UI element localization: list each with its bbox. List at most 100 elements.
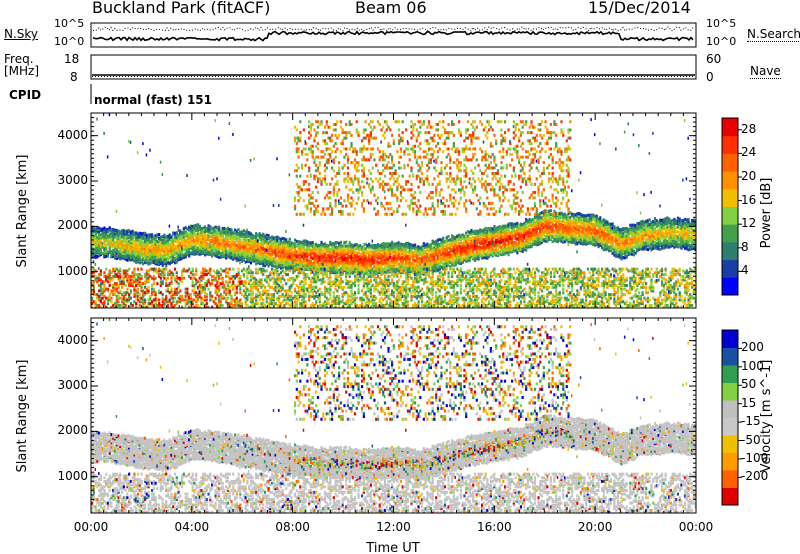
power-cell bbox=[120, 230, 124, 234]
power-cell bbox=[332, 250, 335, 254]
power-cell bbox=[270, 263, 274, 267]
power-cell bbox=[91, 291, 94, 295]
power-cell bbox=[258, 262, 261, 266]
power-cell bbox=[279, 285, 283, 289]
power-cell bbox=[313, 246, 316, 250]
power-cell bbox=[323, 196, 327, 200]
power-cell bbox=[279, 266, 283, 270]
power-cell bbox=[189, 235, 193, 239]
power-cell bbox=[177, 237, 180, 241]
power-cell bbox=[133, 287, 136, 291]
power-cell bbox=[166, 303, 170, 307]
power-cell bbox=[353, 260, 357, 264]
power-cell bbox=[203, 237, 207, 241]
power-cell bbox=[376, 274, 380, 278]
power-cell bbox=[302, 280, 305, 284]
power-cell bbox=[297, 254, 300, 258]
power-cell bbox=[119, 230, 122, 234]
power-cell bbox=[355, 120, 358, 124]
power-cell bbox=[214, 119, 217, 123]
power-cell bbox=[262, 259, 265, 263]
power-cell bbox=[205, 241, 208, 245]
power-cell bbox=[304, 239, 307, 243]
power-cell bbox=[163, 303, 166, 307]
power-cell bbox=[293, 262, 297, 266]
power-cell bbox=[260, 261, 263, 265]
power-cell bbox=[320, 282, 323, 286]
power-cell bbox=[161, 254, 164, 258]
power-cell bbox=[110, 236, 113, 240]
power-cell bbox=[173, 246, 177, 250]
power-cell bbox=[276, 269, 279, 273]
power-cell bbox=[108, 241, 111, 245]
power-cell bbox=[218, 283, 221, 287]
power-cell bbox=[313, 273, 316, 277]
power-cell bbox=[348, 273, 351, 277]
power-cell bbox=[318, 296, 321, 300]
power-cell bbox=[179, 254, 182, 258]
power-cell bbox=[262, 246, 265, 250]
power-cell bbox=[325, 120, 328, 124]
power-cell bbox=[375, 246, 378, 250]
power-cell bbox=[251, 241, 254, 245]
power-cell bbox=[346, 193, 350, 197]
power-cell bbox=[297, 285, 300, 289]
power-cell bbox=[225, 271, 228, 275]
power-cell bbox=[355, 269, 358, 273]
power-cell bbox=[329, 196, 332, 200]
power-cell bbox=[131, 248, 134, 252]
power-cell bbox=[152, 287, 155, 291]
power-cell bbox=[346, 282, 350, 286]
power-cell bbox=[154, 300, 157, 304]
power-cell bbox=[112, 274, 115, 278]
power-cell bbox=[128, 139, 130, 143]
power-cell bbox=[108, 246, 111, 250]
power-cell bbox=[147, 291, 150, 295]
power-cell bbox=[323, 152, 327, 156]
power-cell bbox=[274, 252, 277, 256]
power-cell bbox=[221, 234, 224, 238]
power-cell bbox=[113, 291, 117, 295]
power-cell bbox=[92, 248, 95, 252]
power-cell bbox=[297, 296, 300, 300]
power-cell bbox=[341, 300, 344, 304]
power-cell bbox=[235, 298, 238, 302]
power-cell bbox=[233, 254, 237, 258]
power-cell bbox=[168, 252, 171, 256]
power-cell bbox=[329, 191, 332, 194]
power-cell bbox=[110, 278, 113, 282]
power-cell bbox=[276, 298, 279, 302]
power-cell bbox=[248, 242, 251, 246]
power-cell bbox=[350, 293, 353, 297]
power-cell bbox=[195, 291, 198, 295]
power-cell bbox=[320, 240, 323, 244]
power-cell bbox=[318, 122, 321, 126]
power-cell bbox=[276, 249, 279, 253]
power-cell bbox=[278, 241, 281, 245]
power-cell bbox=[99, 246, 103, 250]
power-cell bbox=[336, 249, 339, 253]
power-cell bbox=[276, 252, 279, 256]
power-cell bbox=[302, 273, 305, 277]
power-cell bbox=[359, 252, 362, 256]
power-cell bbox=[198, 305, 201, 308]
power-cell bbox=[286, 302, 290, 306]
power-cell bbox=[193, 250, 196, 254]
power-cell bbox=[327, 152, 330, 156]
power-cell bbox=[336, 278, 339, 282]
power-cell bbox=[191, 231, 194, 235]
power-cell bbox=[362, 278, 365, 282]
power-cell bbox=[368, 266, 371, 270]
power-cell bbox=[195, 303, 198, 307]
power-cell bbox=[375, 252, 378, 256]
power-cell bbox=[299, 243, 302, 247]
power-cell bbox=[126, 287, 129, 291]
power-cell bbox=[96, 243, 99, 247]
power-cell bbox=[348, 298, 351, 302]
power-cell bbox=[362, 131, 365, 135]
power-cell bbox=[353, 265, 357, 269]
power-cell bbox=[219, 293, 223, 297]
power-cell bbox=[295, 296, 298, 300]
power-cell bbox=[375, 280, 378, 284]
power-cell bbox=[332, 191, 335, 194]
